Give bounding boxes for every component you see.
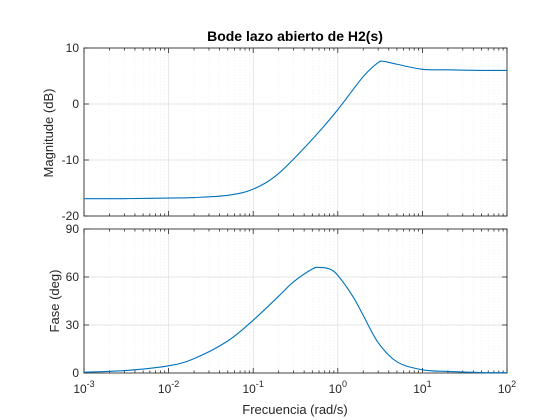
magnitude-y-axis-label: Magnitude (dB) xyxy=(41,89,56,178)
phase-panel: 0 30 60 90 10-3 10-2 10-1 100 101 102 xyxy=(66,222,517,396)
phase-y-tick-label: 90 xyxy=(66,222,80,236)
x-tick-label: 102 xyxy=(498,379,516,396)
magnitude-plot-area xyxy=(83,47,508,217)
x-tick-label: 10-1 xyxy=(243,379,264,396)
magnitude-axes-box xyxy=(83,47,508,217)
magnitude-series-line xyxy=(83,60,508,200)
phase-y-tick-label: 60 xyxy=(66,270,80,284)
phase-y-axis-label: Fase (deg) xyxy=(47,270,62,333)
phase-y-tick-label: 30 xyxy=(66,318,80,332)
magnitude-y-tick-label: -10 xyxy=(62,153,80,167)
magnitude-panel: -20 -10 0 10 xyxy=(62,41,508,223)
phase-axes-box xyxy=(83,228,508,374)
x-axis-label: Frecuencia (rad/s) xyxy=(242,402,347,417)
phase-y-tick-label: 0 xyxy=(72,366,79,380)
magnitude-y-tick-label: 10 xyxy=(66,41,80,55)
magnitude-y-tick-label: 0 xyxy=(72,97,79,111)
x-tick-label: 100 xyxy=(329,379,347,396)
x-tick-label: 10-3 xyxy=(73,379,94,396)
x-tick-label: 10-2 xyxy=(158,379,179,396)
chart-title: Bode lazo abierto de H2(s) xyxy=(207,28,383,44)
magnitude-y-tick-label: -20 xyxy=(62,209,80,223)
phase-plot-area xyxy=(83,228,508,374)
x-tick-label: 101 xyxy=(413,379,431,396)
phase-series-line xyxy=(83,266,508,374)
